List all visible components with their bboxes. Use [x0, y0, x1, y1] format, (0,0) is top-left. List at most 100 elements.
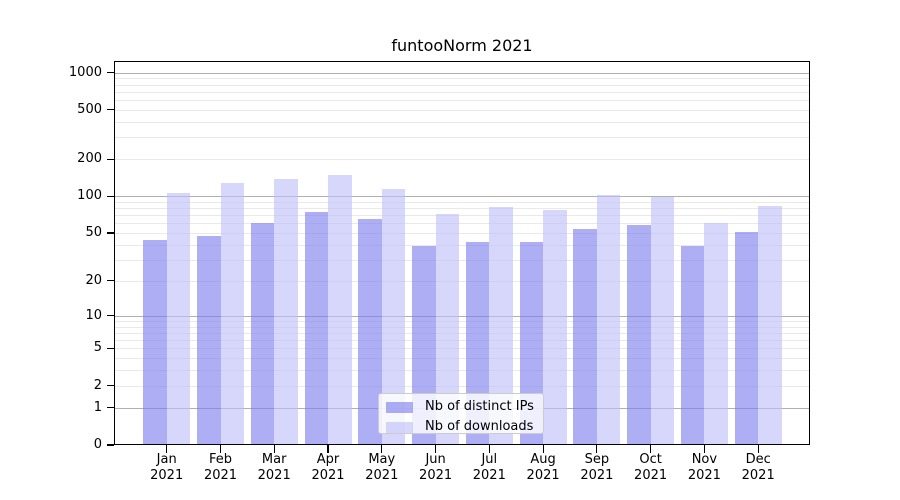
bar-downloads [328, 174, 352, 445]
x-tick-year: 2021 [580, 468, 614, 483]
bar-downloads [274, 178, 298, 445]
y-tick-label: 200 [77, 151, 102, 167]
x-tick-year: 2021 [472, 468, 506, 483]
x-tick-mark [434, 445, 437, 453]
gridline-minor [114, 370, 810, 372]
x-tick-month: Jul [481, 452, 498, 467]
legend-label: Nb of downloads [425, 419, 534, 434]
x-tick-month: Aug [530, 452, 556, 467]
gridline-minor [114, 91, 810, 93]
x-tick-mark [703, 445, 705, 453]
x-tick-mark [381, 445, 383, 453]
x-tick-label: Apr 2021 [298, 452, 358, 484]
bar-distinct-ips [627, 225, 651, 445]
x-tick-label: Feb 2021 [191, 452, 251, 484]
bar-distinct-ips [304, 212, 328, 445]
x-tick-label: Jun 2021 [406, 452, 466, 484]
legend-label: Nb of distinct IPs [425, 399, 534, 414]
bar-downloads [704, 222, 728, 445]
gridline-minor [114, 159, 810, 161]
gridline-minor [114, 201, 810, 203]
x-tick-year: 2021 [526, 468, 560, 483]
gridline-minor [114, 259, 810, 261]
y-tick-mark [106, 158, 114, 160]
legend-swatch-distinct-ips [386, 401, 413, 413]
x-tick-year: 2021 [687, 468, 721, 483]
x-tick-mark [650, 445, 652, 453]
x-tick-label: Aug 2021 [513, 452, 573, 484]
x-tick-month: Sep [584, 452, 610, 467]
y-tick-label: 1 [93, 399, 102, 415]
x-tick-mark [273, 445, 275, 453]
gridline-major [114, 315, 810, 317]
y-tick-mark [106, 280, 114, 282]
x-tick-year: 2021 [150, 468, 184, 483]
x-tick-mark [166, 445, 168, 453]
y-tick-mark [106, 385, 114, 387]
bar-downloads [543, 210, 567, 445]
x-tick-year: 2021 [257, 468, 291, 483]
bar-downloads [220, 182, 244, 445]
x-tick-month: Nov [691, 452, 718, 467]
x-tick-mark [596, 445, 598, 453]
y-tick-label: 2 [93, 377, 102, 393]
y-tick-mark [106, 444, 114, 446]
y-tick-mark [106, 109, 114, 111]
y-tick-mark [106, 347, 114, 349]
gridline-minor [114, 223, 810, 225]
bar-downloads [166, 192, 191, 445]
gridline-minor [114, 244, 810, 246]
bar-downloads [650, 197, 675, 445]
y-tick-label: 20 [85, 272, 102, 288]
x-tick-month: Oct [639, 452, 662, 467]
gridline-minor [114, 84, 810, 86]
x-tick-year: 2021 [634, 468, 668, 483]
bar-distinct-ips [143, 239, 167, 445]
bar-downloads [435, 214, 460, 445]
bar-downloads [596, 195, 621, 445]
gridline-minor [114, 332, 810, 334]
bar-downloads [381, 189, 406, 445]
gridline-minor [114, 208, 810, 210]
y-tick-label: 1000 [68, 64, 102, 80]
bar-distinct-ips [734, 232, 759, 445]
y-tick-label: 0 [93, 437, 102, 452]
y-tick-mark [106, 315, 114, 317]
x-tick-mark [219, 445, 222, 453]
x-tick-month: Dec [745, 452, 771, 467]
gridline-minor [114, 358, 810, 360]
gridline-minor [114, 385, 810, 387]
x-tick-label: Mar 2021 [244, 452, 304, 484]
legend: Nb of distinct IPs Nb of downloads [378, 393, 544, 434]
x-tick-label: Jul 2021 [459, 452, 519, 484]
gridline-minor [114, 109, 810, 111]
plot-area: Nb of distinct IPs Nb of downloads [114, 61, 810, 445]
x-tick-mark [488, 445, 490, 453]
chart-title: funtooNorm 2021 [391, 36, 533, 55]
gridline-minor [114, 340, 810, 342]
gridline-minor [114, 348, 810, 350]
x-tick-year: 2021 [741, 468, 775, 483]
y-tick-label: 100 [77, 188, 102, 204]
gridline-minor [114, 326, 810, 328]
x-tick-mark [757, 445, 759, 453]
x-tick-month: Feb [208, 452, 233, 467]
bar-distinct-ips [197, 236, 221, 445]
legend-swatch-downloads [386, 421, 413, 433]
x-tick-mark [542, 445, 544, 453]
y-tick-mark [106, 407, 114, 409]
gridline-minor [114, 121, 810, 123]
x-tick-month: May [368, 452, 396, 467]
gridline-minor [114, 78, 810, 80]
bar-downloads [758, 205, 782, 445]
x-tick-year: 2021 [419, 468, 453, 483]
x-tick-year: 2021 [203, 468, 238, 483]
x-tick-year: 2021 [365, 468, 399, 483]
x-tick-month: Apr [316, 452, 340, 467]
gridline-minor [114, 280, 810, 282]
x-tick-label: Dec 2021 [728, 452, 788, 484]
gridline-major [114, 72, 810, 74]
bar-distinct-ips [680, 246, 705, 445]
x-tick-year: 2021 [311, 468, 345, 483]
